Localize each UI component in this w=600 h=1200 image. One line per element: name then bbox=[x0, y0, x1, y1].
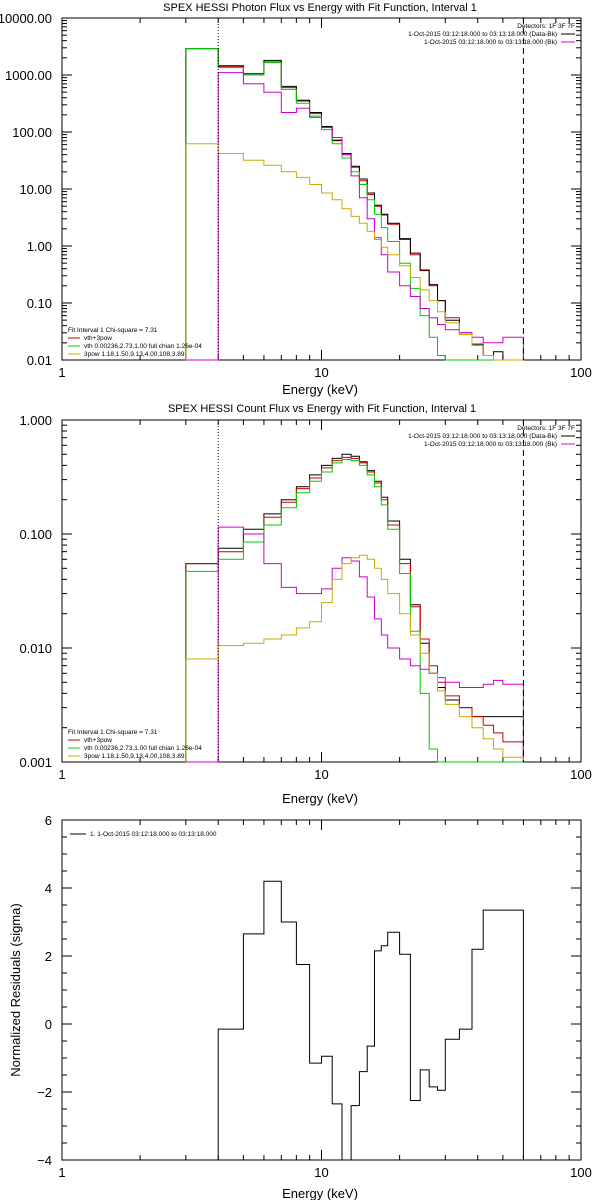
legend-bottom-entry: vth+3pow bbox=[84, 737, 112, 744]
panel-photon-flux: SPEX HESSI Photon Flux vs Energy with Fi… bbox=[0, 2, 592, 397]
legend-top-entry: 1-Oct-2015 03:12:18.000 to 03:13:18.000 … bbox=[408, 433, 557, 440]
panel-2-title: SPEX HESSI Count Flux vs Energy with Fit… bbox=[168, 403, 476, 415]
panel-2-legends: Detectors: 1F 3F 7F1-Oct-2015 03:12:18.0… bbox=[68, 425, 575, 760]
panel-2-series bbox=[185, 420, 524, 763]
y-tick-label: 0.01 bbox=[27, 353, 52, 368]
panel-1-title: SPEX HESSI Photon Flux vs Energy with Fi… bbox=[163, 2, 477, 14]
y-tick-label: 0.100 bbox=[19, 527, 52, 542]
series-line-2 bbox=[185, 459, 524, 763]
y-tick-label: 0.001 bbox=[19, 755, 52, 770]
legend-bottom-entry: Fit Interval 1 Chi-square = 7.31 bbox=[68, 729, 158, 736]
panel-1-xlabel: Energy (keV) bbox=[282, 382, 358, 397]
y-tick-label: 1000.00 bbox=[5, 68, 52, 83]
y-tick-label: −4 bbox=[37, 1153, 52, 1168]
y-tick-label: 0.10 bbox=[27, 296, 52, 311]
legend-top-entry: Detectors: 1F 3F 7F bbox=[517, 425, 575, 432]
legend-bottom-entry: 3pow 1.18,1.50,9.13,4.00,108,3.89 bbox=[84, 753, 185, 760]
series-line-1 bbox=[185, 456, 524, 762]
legend-bottom-entry: vth+3pow bbox=[84, 335, 112, 342]
y-tick-label: 10.00 bbox=[19, 182, 52, 197]
legend-bottom-entry: Fit Interval 1 Chi-square = 7.31 bbox=[68, 327, 158, 334]
panel-3-axes: 1 10 100 6 4 2 0 −2 −4 bbox=[37, 813, 592, 1180]
series-line-3 bbox=[185, 72, 524, 361]
x-tick-label: 10 bbox=[314, 1165, 328, 1180]
y-tick-label: −2 bbox=[37, 1085, 52, 1100]
series-line-3 bbox=[185, 526, 524, 763]
y-tick-label: 0 bbox=[45, 1017, 52, 1032]
series-line-4 bbox=[185, 143, 524, 361]
legend-top-entry: Detectors: 1F 3F 7F bbox=[517, 23, 575, 30]
legend-bottom-entry: vth 0.00236,2.73,1.00 full chian 1.26e-0… bbox=[84, 343, 202, 350]
legend-bottom-entry: 3pow 1.18,1.50,9.13,4.00,108,3.89 bbox=[84, 351, 185, 358]
x-tick-label: 10 bbox=[314, 767, 328, 782]
x-tick-label: 1 bbox=[58, 365, 65, 380]
legend-top-entry: 1-Oct-2015 03:12:18.000 to 03:13:18.000 … bbox=[408, 31, 557, 38]
legend-bottom-entry: vth 0.00236,2.73,1.00 full chian 1.26e-0… bbox=[84, 745, 202, 752]
panel-1-legends: Detectors: 1F 3F 7F1-Oct-2015 03:12:18.0… bbox=[68, 23, 575, 358]
x-tick-label: 1 bbox=[58, 1165, 65, 1180]
y-tick-label: 0.010 bbox=[19, 641, 52, 656]
panel-3-ylabel: Normalized Residuals (sigma) bbox=[8, 903, 23, 1076]
y-tick-label: 6 bbox=[45, 813, 52, 828]
x-tick-label: 100 bbox=[570, 1165, 592, 1180]
y-tick-label: 10000.00 bbox=[0, 11, 52, 26]
y-tick-label: 1.000 bbox=[19, 413, 52, 428]
x-tick-label: 1 bbox=[58, 767, 65, 782]
panel-3-legends: 1. 1-Oct-2015 03:12:18.000 to 03:13:18.0… bbox=[70, 831, 217, 838]
y-tick-label: 100.00 bbox=[12, 125, 52, 140]
x-tick-label: 100 bbox=[570, 767, 592, 782]
legend-top-entry: 1-Oct-2015 03:12:18.000 to 03:13:18.000 … bbox=[424, 441, 557, 448]
x-tick-label: 10 bbox=[314, 365, 328, 380]
panel-1-series bbox=[185, 18, 524, 361]
legend-top-entry: 1. 1-Oct-2015 03:12:18.000 to 03:13:18.0… bbox=[90, 831, 217, 838]
y-tick-label: 4 bbox=[45, 881, 52, 896]
legend-top-entry: 1-Oct-2015 03:12:18.000 to 03:13:18.000 … bbox=[424, 39, 557, 46]
panel-1-axes: 1 10 100 10000.00 1000.00 100.00 10.00 1.00 0.10… bbox=[0, 11, 592, 380]
panel-count-flux: SPEX HESSI Count Flux vs Energy with Fit… bbox=[19, 403, 591, 806]
panel-residuals: 1 10 100 6 4 2 0 −2 −4 1. 1-Oct-2015 03:12:18.00… bbox=[8, 813, 592, 1200]
panel-2-xlabel: Energy (keV) bbox=[282, 791, 358, 806]
panel-3-series bbox=[217, 880, 524, 1161]
series-line-0 bbox=[217, 880, 524, 1161]
y-tick-label: 1.00 bbox=[27, 239, 52, 254]
y-tick-label: 2 bbox=[45, 949, 52, 964]
panel-3-xlabel: Energy (keV) bbox=[282, 1186, 358, 1200]
x-tick-label: 100 bbox=[570, 365, 592, 380]
series-line-2 bbox=[185, 48, 524, 361]
series-line-4 bbox=[185, 554, 524, 762]
